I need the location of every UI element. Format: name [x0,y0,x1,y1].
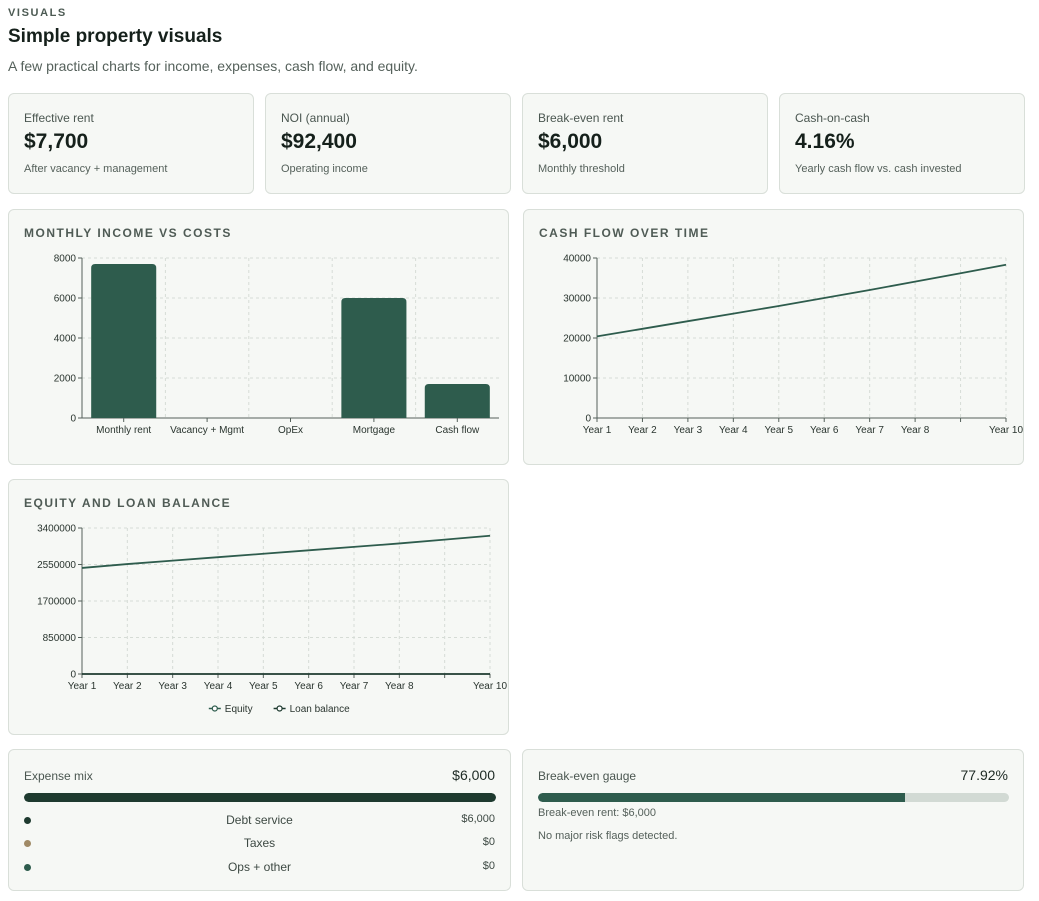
chart-title: EQUITY AND LOAN BALANCE [24,496,232,510]
legend-label: Loan balance [290,704,350,715]
kpi-label: NOI (annual) [281,111,350,125]
chart-title: MONTHLY INCOME VS COSTS [24,226,232,240]
ops-other-dot-icon [24,864,31,871]
break-even-note: Break-even rent: $6,000 [538,807,657,819]
x-tick-label: Year 8 [901,425,930,436]
gauge-label: Break-even gauge [538,769,637,783]
section-eyebrow: VISUALS [8,7,67,19]
y-tick-label: 1700000 [37,597,76,608]
x-tick-label: Vacancy + Mgmt [170,425,244,436]
legend-marker-icon [276,705,283,712]
x-tick-label: Year 2 [113,681,142,692]
y-tick-label: 4000 [54,334,77,345]
list-item: Taxes $0 [24,835,495,853]
expense-name: Ops + other [227,860,292,874]
chart-card-cash-flow-over-time: CASH FLOW OVER TIME 0 10000 20000 30000 4000… [523,209,1024,465]
y-tick-label: 0 [70,414,76,425]
x-tick-label: Cash flow [435,425,480,436]
bar [341,298,407,418]
chart-card-income-vs-costs: MONTHLY INCOME VS COSTS 0 2000 4000 6000 800… [8,209,509,465]
series-line [596,263,1007,338]
list-item: Ops + other $0 [24,859,495,877]
y-tick-label: 2000 [54,374,77,385]
kpi-value: $7,700 [24,130,89,153]
kpi-card-effective-rent: Effective rent $7,700 After vacancy + ma… [8,93,254,194]
risk-note: No major risk flags detected. [538,830,678,842]
x-tick-label: Year 4 [719,425,748,436]
x-tick-label: Year 6 [810,425,839,436]
expense-name: Debt service [226,813,293,827]
y-tick-label: 40000 [563,254,591,265]
x-tick-label: Year 8 [385,681,414,692]
x-tick-label: Year 3 [158,681,187,692]
chart-card-equity-and-loan: EQUITY AND LOAN BALANCE 0 850000 1700000 25… [8,479,509,735]
legend-marker-icon [211,705,218,712]
x-tick-label: Year 7 [855,425,884,436]
break-even-gauge-card: Break-even gauge 77.92% Break-even rent:… [522,749,1024,891]
page-subtitle: A few practical charts for income, expen… [8,58,418,74]
x-tick-label: Year 7 [340,681,369,692]
y-tick-label: 20000 [563,334,591,345]
expense-mix-bar-fill [24,793,496,802]
page-title: Simple property visuals [8,26,223,47]
y-tick-label: 10000 [563,374,591,385]
line-chart: 0 10000 20000 30000 40000 Year 1 Year 2 Year 3 Y… [563,254,1024,437]
debt-service-dot-icon [24,817,31,824]
list-item: Debt service $6,000 [24,812,495,830]
x-tick-label: Year 10 [473,681,508,692]
kpi-card-break-even-rent: Break-even rent $6,000 Monthly threshold [522,93,768,194]
kpi-label: Effective rent [24,111,94,125]
kpi-card-cash-on-cash: Cash-on-cash 4.16% Yearly cash flow vs. … [779,93,1025,194]
series-line [81,534,491,569]
expense-mix-total: $6,000 [452,767,495,783]
chart-title: CASH FLOW OVER TIME [539,226,710,240]
x-tick-label: Year 5 [249,681,278,692]
y-tick-label: 0 [70,670,76,681]
kpi-note: Yearly cash flow vs. cash invested [795,163,962,175]
x-tick-label: Mortgage [353,425,396,436]
y-tick-label: 30000 [563,294,591,305]
x-tick-label: Year 5 [765,425,794,436]
legend-label: Equity [225,704,253,715]
x-tick-label: Year 10 [989,425,1024,436]
y-tick-label: 850000 [43,633,77,644]
break-even-gauge-fill [538,793,905,802]
bar [91,264,157,418]
break-even-gauge-bar [538,793,1009,802]
expense-mix-bar [24,793,496,802]
x-tick-label: OpEx [278,425,303,436]
kpi-label: Break-even rent [538,111,624,125]
kpi-label: Cash-on-cash [795,111,870,125]
kpi-value: $92,400 [281,130,357,153]
expense-value: $0 [482,860,495,872]
x-tick-label: Year 4 [204,681,233,692]
y-tick-label: 2550000 [37,560,76,571]
y-tick-label: 6000 [54,294,77,305]
x-tick-label: Monthly rent [96,425,151,436]
x-tick-label: Year 3 [674,425,703,436]
expense-name: Taxes [243,836,276,850]
kpi-note: Operating income [281,163,368,175]
kpi-card-noi: NOI (annual) $92,400 Operating income [265,93,511,194]
bar-chart: 0 2000 4000 6000 8000 Monthly rent Vacancy + M… [54,254,499,436]
taxes-dot-icon [24,840,31,847]
line-chart: 0 850000 1700000 2550000 3400000 Year 1 Year 2… [37,524,508,716]
y-tick-label: 3400000 [37,524,76,535]
bar [424,384,490,418]
x-tick-label: Year 1 [583,425,612,436]
kpi-value: $6,000 [538,130,603,153]
kpi-value: 4.16% [795,130,855,153]
expense-mix-label: Expense mix [24,769,93,783]
expense-value: $6,000 [461,813,495,825]
y-tick-label: 0 [585,414,591,425]
gauge-percent: 77.92% [960,767,1008,783]
x-tick-label: Year 6 [294,681,323,692]
kpi-note: Monthly threshold [538,163,625,175]
expense-value: $0 [482,836,495,848]
kpi-note: After vacancy + management [24,163,168,175]
x-tick-label: Year 2 [628,425,657,436]
expense-mix-card: Expense mix $6,000 Debt service $6,000 T… [8,749,511,891]
y-tick-label: 8000 [54,254,77,265]
x-tick-label: Year 1 [68,681,97,692]
